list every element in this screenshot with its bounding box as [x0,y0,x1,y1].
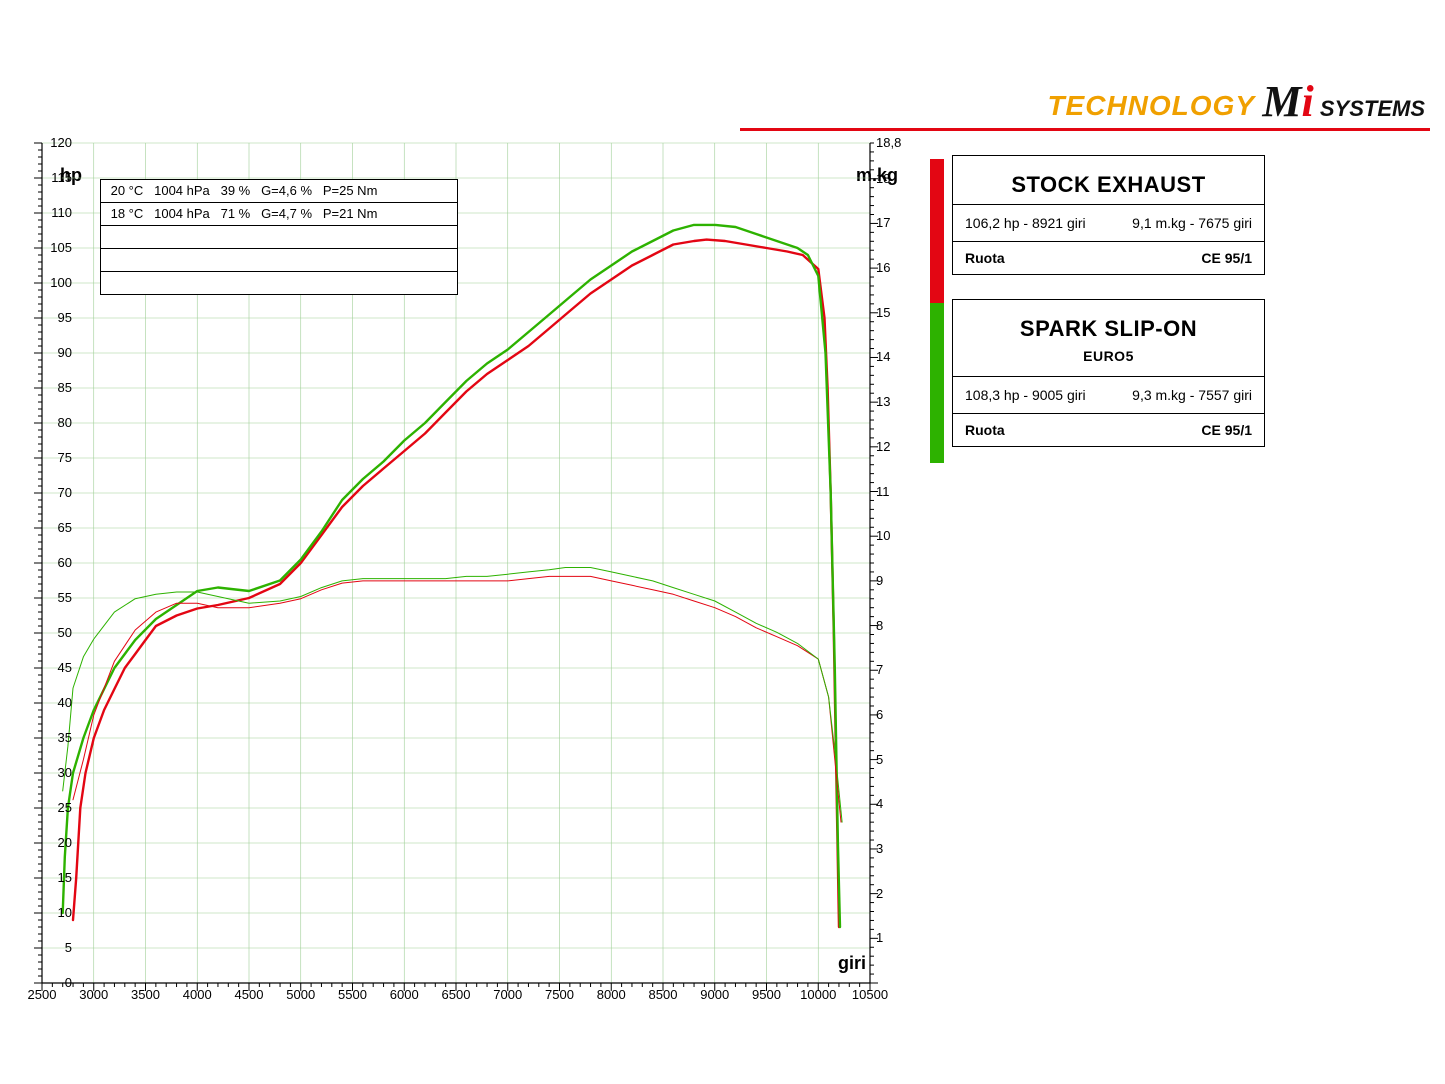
header-divider [740,128,1430,131]
brand-logo-systems: SYSTEMS [1320,96,1425,121]
brand-tech-label: TECHNOLOGY [1047,90,1255,121]
conditions-table: 20 °C 1004 hPa 39 % G=4,6 % P=25 Nm 18 °… [100,179,458,295]
conditions-row: 18 °C 1004 hPa 71 % G=4,7 % P=21 Nm [101,202,457,225]
legend-slipon-torque: 9,3 m.kg - 7557 giri [1132,387,1252,403]
legend-stock-swatch [930,159,944,319]
brand-technology: TECHNOLOGY [1047,90,1255,122]
legend-slipon-subtitle: EURO5 [953,348,1264,376]
legend-stock: STOCK EXHAUST 106,2 hp - 8921 giri 9,1 m… [930,155,1265,275]
legend-panels: STOCK EXHAUST 106,2 hp - 8921 giri 9,1 m… [930,155,1265,471]
legend-stock-title: STOCK EXHAUST [953,156,1264,204]
legend-stock-ruota: Ruota [965,250,1005,266]
conditions-row [101,248,457,271]
legend-slipon-ruota: Ruota [965,422,1005,438]
legend-slipon-std: CE 95/1 [1201,422,1252,438]
legend-slipon: SPARK SLIP-ON EURO5 108,3 hp - 9005 giri… [930,299,1265,447]
legend-slipon-hp: 108,3 hp - 9005 giri [965,387,1086,403]
legend-slipon-swatch [930,303,944,463]
brand-logo-M: M [1262,77,1301,126]
conditions-row [101,271,457,294]
legend-stock-std: CE 95/1 [1201,250,1252,266]
legend-stock-torque: 9,1 m.kg - 7675 giri [1132,215,1252,231]
conditions-row [101,225,457,248]
conditions-row: 20 °C 1004 hPa 39 % G=4,6 % P=25 Nm [101,180,457,202]
legend-slipon-title: SPARK SLIP-ON [953,300,1264,348]
dyno-chart: hp m.kg giri 20 °C 1004 hPa 39 % G=4,6 %… [6,143,906,1023]
brand-logo: Mi SYSTEMS [1262,76,1425,127]
brand-logo-i: i [1302,77,1314,126]
legend-stock-hp: 106,2 hp - 8921 giri [965,215,1086,231]
plot-area: 20 °C 1004 hPa 39 % G=4,6 % P=25 Nm 18 °… [42,143,870,983]
